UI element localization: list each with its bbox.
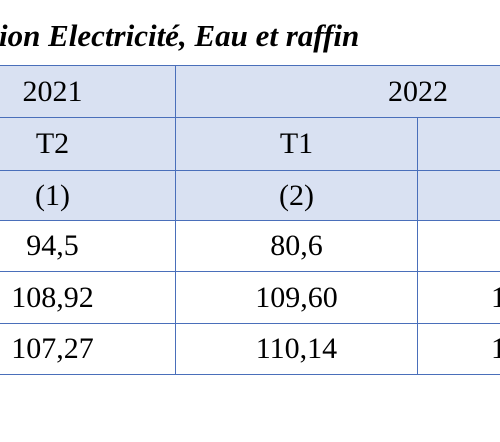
- table-cell: 110,14: [175, 323, 418, 375]
- table-cell: T2: [0, 117, 176, 171]
- table-cell: 2021: [0, 65, 176, 118]
- table-cell: T1: [175, 117, 418, 171]
- empty-cell: [417, 170, 500, 221]
- table-cell: 1: [417, 271, 500, 324]
- table-title: ion Electricité, Eau et raffin: [0, 18, 360, 53]
- table-cell: 2022: [175, 65, 500, 118]
- table-cell: 108,92: [0, 271, 176, 324]
- table-cell: 109,60: [175, 271, 418, 324]
- table-cell: 107,27: [0, 323, 176, 375]
- table-cell: (1): [0, 170, 176, 221]
- table-cell: 1: [417, 323, 500, 375]
- table-cell: 94,5: [0, 220, 176, 272]
- table-cell: (2): [175, 170, 418, 221]
- table-cell: 80,6: [175, 220, 418, 272]
- empty-cell: [417, 117, 500, 171]
- empty-cell: [417, 220, 500, 272]
